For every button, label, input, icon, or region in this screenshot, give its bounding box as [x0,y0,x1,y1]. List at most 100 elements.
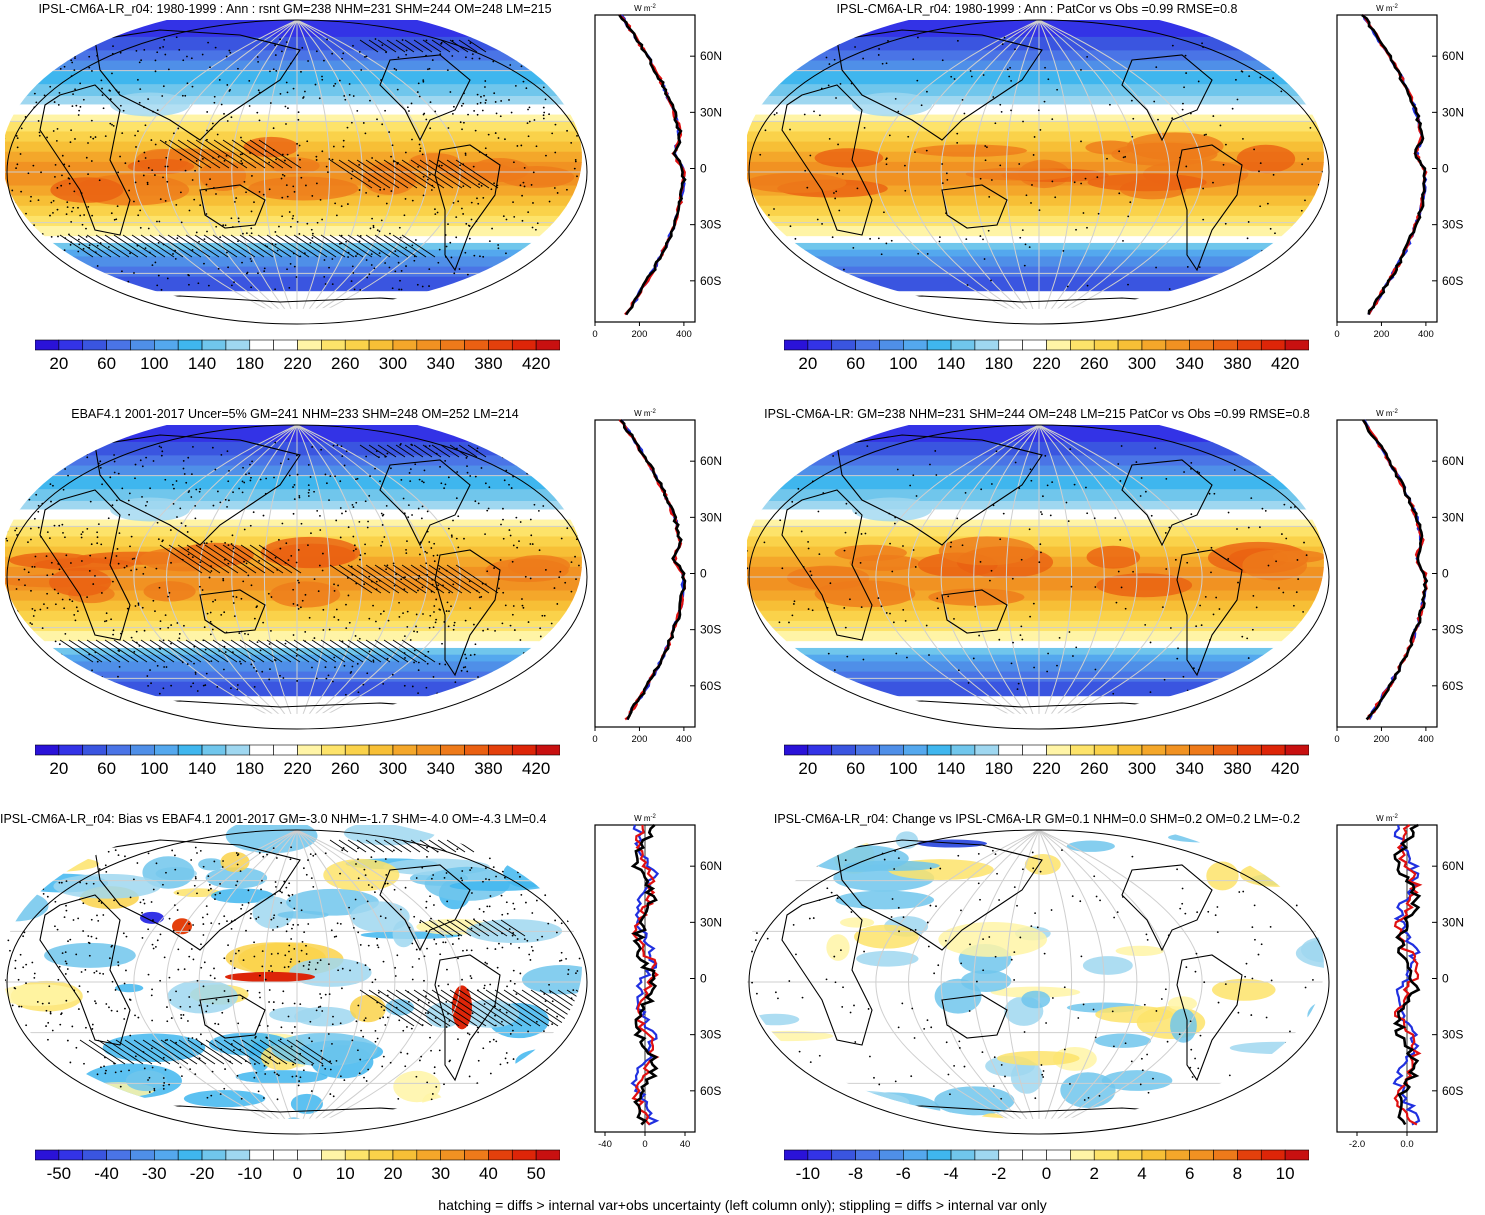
stipple-dot [1140,1057,1143,1060]
stipple-dot [573,167,576,170]
stipple-dot [281,215,284,218]
stipple-dot [417,165,420,168]
colorbar-swatch [903,339,928,351]
stipple-dot [484,86,486,88]
stipple-dot [419,147,422,150]
colorbar-swatch [35,744,60,756]
stipple-dot [154,174,156,176]
stipple-dot [108,276,111,278]
stipple-dot [352,549,355,552]
colorbar-label: 380 [474,354,503,373]
stipple-dot [195,160,198,162]
stipple-dot [1201,42,1203,45]
stipple-dot [272,68,275,71]
stipple-dot [1065,501,1068,504]
meridian [296,829,331,1119]
stipple-dot [107,517,110,520]
stipple-dot [404,576,406,579]
stipple-dot [188,209,191,212]
stipple-dot [316,221,319,224]
stipple-dot [31,623,33,626]
stipple-dot [399,908,402,911]
stipple-dot [867,1008,870,1010]
hatch-line [428,564,472,594]
stipple-dot [528,120,531,123]
stipple-dot [139,88,142,91]
stipple-dot [197,282,200,285]
stipple-dot [1248,75,1251,78]
stipple-dot [42,893,45,895]
hatch-line [419,919,445,937]
hatch-line [395,39,415,53]
stipple-dot [956,39,959,42]
stipple-dot [380,1006,383,1008]
stipple-dot [1020,558,1023,561]
stipple-dot [544,1093,547,1096]
stipple-dot [577,534,580,537]
stipple-dot [250,286,253,289]
meridian [198,19,298,309]
meridian [296,424,428,714]
hatch-line [88,1039,126,1065]
stipple-dot [1051,997,1054,999]
hatch-line [212,639,247,663]
stipple-dot [789,225,792,228]
stipple-dot [104,557,107,559]
stipple-dot [18,1005,21,1008]
stipple-dot [492,866,495,869]
stipple-dot [1030,479,1033,482]
stipple-dot [474,475,477,478]
stipple-dot [551,870,554,873]
stipple-dot [389,232,391,235]
stipple-dot [28,498,31,501]
stipple-dot [371,886,374,889]
stipple-dot [115,218,118,221]
stipple-dot [1306,885,1309,887]
stipple-dot [176,237,179,240]
stipple-dot [939,236,941,239]
anomaly-region [492,1116,574,1119]
stipple-dot [368,273,371,276]
stipple-dot [159,979,162,982]
stipple-dot [42,1049,45,1052]
stipple-dot [33,92,36,95]
stipple-dot [111,72,113,75]
stipple-dot [257,89,260,92]
stipple-dot [124,1007,126,1010]
stipple-dot [11,692,14,695]
stipple-dot [891,570,894,573]
stipple-dot [377,991,380,994]
stipple-dot [367,884,370,886]
stipple-dot [462,666,465,669]
stipple-dot [12,877,15,880]
hatch-line [503,989,559,1027]
hatch-line [437,919,463,937]
stipple-dot [428,285,430,287]
stipple-dot [586,196,588,198]
stipple-dot [399,279,401,282]
anomaly-region [856,950,919,967]
stipple-dot [27,541,29,544]
colorbar-swatch [225,1149,251,1161]
colorbar-swatch [1165,339,1190,351]
stipple-dot [423,469,426,472]
stipple-dot [781,567,784,570]
colorbar-label: 8 [1232,1164,1243,1183]
hatch-line [222,139,266,169]
stipple-dot [803,113,806,116]
stipple-dot [39,675,41,678]
stipple-dot [94,136,97,138]
stipple-dot [105,1069,107,1072]
colorbar-swatch [297,744,322,756]
stipple-dot [233,281,235,284]
stipple-dot [5,979,7,982]
stipple-dot [894,97,897,100]
stipple-dot [54,640,57,643]
stipple-dot [250,260,253,262]
stipple-dot [216,685,219,688]
stipple-dot [41,233,44,235]
stipple-dot [454,681,457,684]
hatch-line [365,234,400,258]
stipple-dot [543,614,546,617]
stipple-dot [376,944,379,947]
